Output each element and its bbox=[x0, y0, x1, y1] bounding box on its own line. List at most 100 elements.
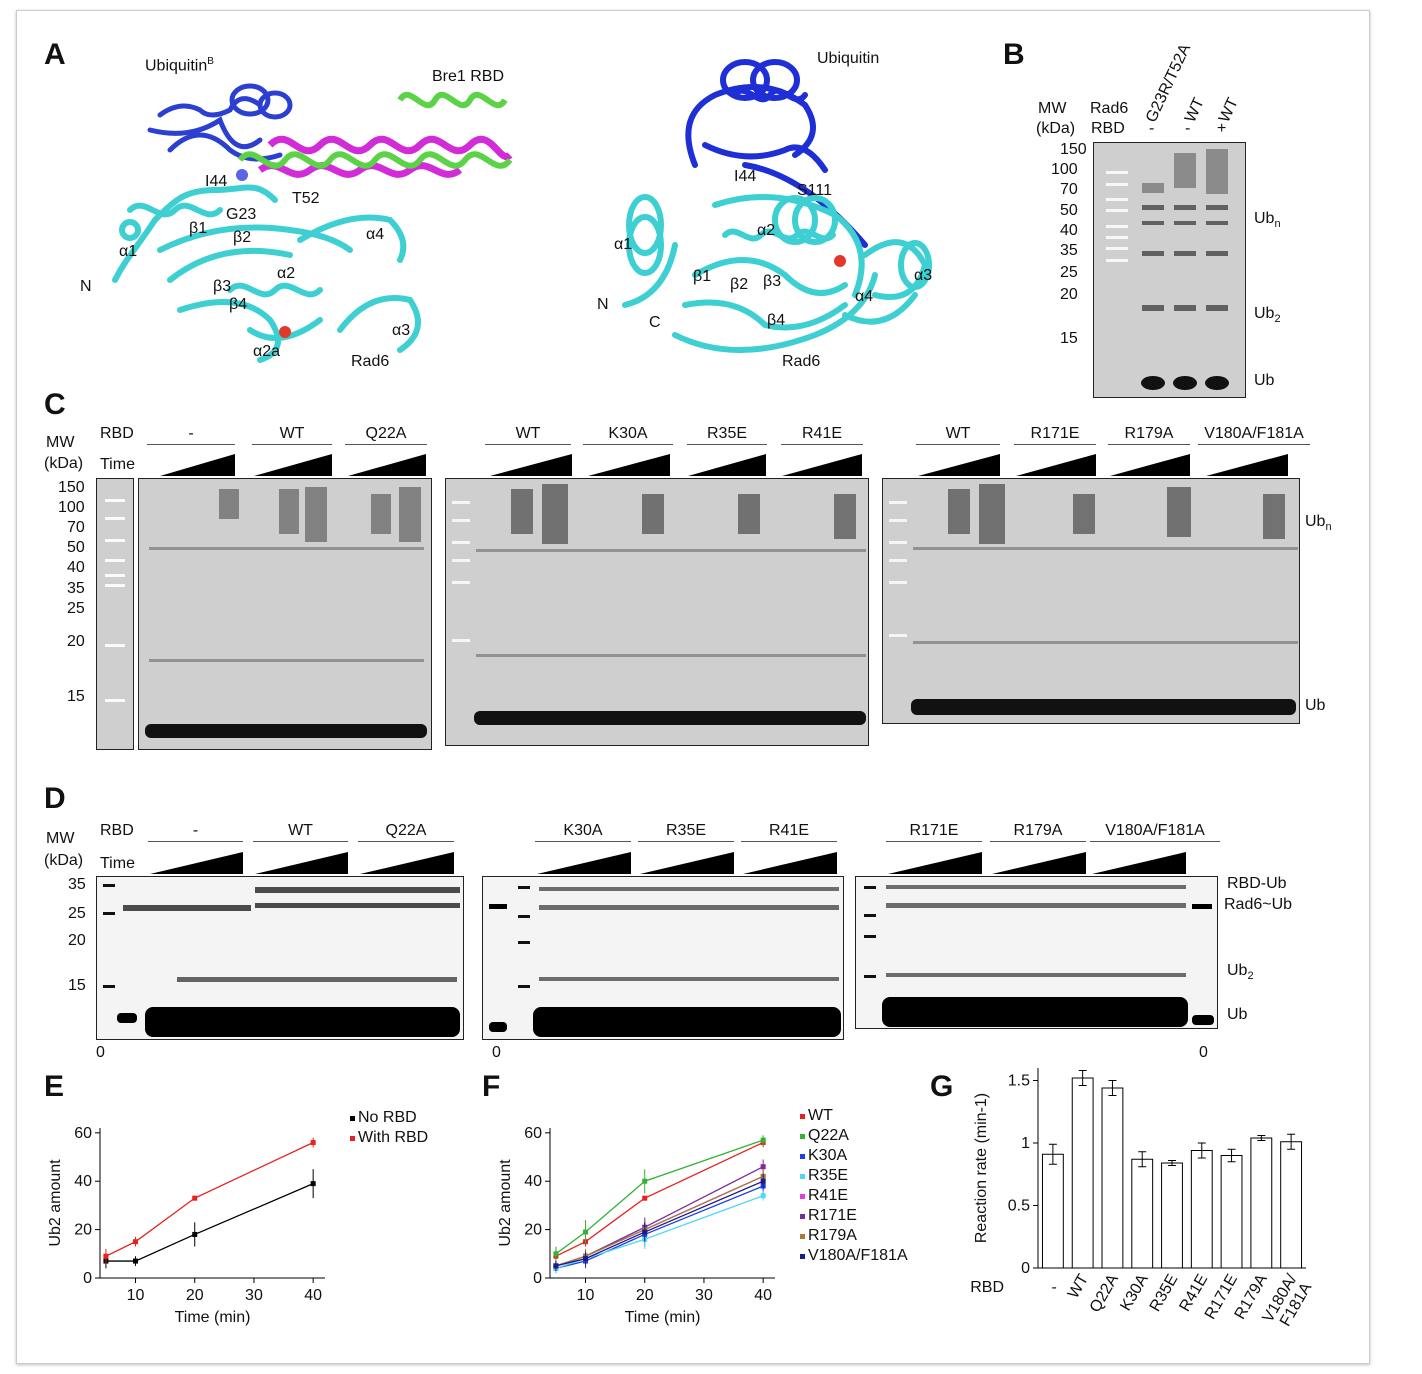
c-group2-r41e: R41E bbox=[781, 425, 863, 445]
bar bbox=[1131, 1158, 1154, 1269]
c-group2-r35e: R35E bbox=[687, 425, 767, 445]
ubiquitin-cartoon-right bbox=[685, 59, 868, 248]
c-gel-1 bbox=[138, 478, 432, 750]
category-label: Q22A bbox=[1087, 1271, 1122, 1315]
y-tick-label: 1.5 bbox=[1008, 1073, 1030, 1090]
legend-label: R179A bbox=[808, 1227, 857, 1244]
c-marker-gel bbox=[96, 478, 134, 750]
rad6-cartoon-right bbox=[622, 194, 932, 353]
b-lane3-rbd: + bbox=[1217, 120, 1227, 137]
legend-marker bbox=[800, 1114, 805, 1119]
a2-a1-label: α1 bbox=[614, 236, 633, 253]
bar bbox=[1161, 1162, 1183, 1269]
c-marker-15: 15 bbox=[67, 688, 85, 705]
b-rad6-label: Rad6 bbox=[1090, 100, 1129, 117]
c-ub-label: Ub bbox=[1305, 697, 1326, 714]
c-gel-3 bbox=[882, 478, 1300, 724]
a-a3-label: α3 bbox=[392, 322, 411, 339]
a2-a3-label: α3 bbox=[914, 267, 933, 284]
a-b1-label: β1 bbox=[189, 220, 208, 237]
y-tick-label: 40 bbox=[524, 1173, 542, 1190]
a-b2-label: β2 bbox=[233, 229, 252, 246]
active-site-marker-right bbox=[834, 255, 846, 267]
a2-a2-label: α2 bbox=[757, 222, 776, 239]
bar bbox=[1280, 1141, 1303, 1269]
d-gel-2 bbox=[482, 876, 844, 1040]
data-point bbox=[192, 1195, 198, 1201]
bre1-rbd-helix bbox=[237, 91, 513, 169]
d-group-r179a: R179A bbox=[990, 822, 1086, 842]
c-group3-r179a: R179A bbox=[1108, 425, 1190, 445]
panel-a-left-structure bbox=[112, 83, 513, 363]
c-group3-r171e: R171E bbox=[1014, 425, 1096, 445]
y-tick-label: 0 bbox=[1021, 1260, 1030, 1277]
d-marker-35: 35 bbox=[68, 876, 86, 893]
rad6-cartoon bbox=[112, 184, 421, 363]
a-ubiquitin-label: UbiquitinB bbox=[145, 56, 214, 75]
d-zero-2: 0 bbox=[492, 1044, 501, 1061]
d-group-wt: WT bbox=[253, 822, 348, 842]
data-point bbox=[760, 1178, 766, 1184]
d-ub2-label: Ub2 bbox=[1227, 962, 1254, 983]
d-marker-15: 15 bbox=[68, 977, 86, 994]
panel-label-f: F bbox=[482, 1070, 501, 1103]
a-a4-label: α4 bbox=[366, 226, 385, 243]
magenta-helix bbox=[257, 135, 513, 178]
legend-marker bbox=[350, 1116, 355, 1121]
legend-label: R171E bbox=[808, 1207, 857, 1224]
series-line bbox=[555, 1175, 764, 1267]
a2-b1-label: β1 bbox=[693, 268, 712, 285]
series-line bbox=[555, 1139, 764, 1255]
y-tick-label: 20 bbox=[74, 1222, 92, 1239]
series-line bbox=[555, 1141, 764, 1257]
c-group-q22a: Q22A bbox=[345, 425, 427, 445]
b-marker-50: 50 bbox=[1060, 202, 1078, 219]
b-rbd-label: RBD bbox=[1091, 120, 1125, 137]
series-line bbox=[105, 1141, 314, 1257]
chart-f: 0 20 40 60 10 20 30 40 Time (min) Ub2 amount WT Q22… bbox=[497, 1107, 908, 1326]
d-marker-25: 25 bbox=[68, 905, 86, 922]
data-point bbox=[583, 1229, 589, 1235]
category-label-line: R35E bbox=[1147, 1272, 1182, 1315]
data-point bbox=[642, 1195, 648, 1201]
y-tick-label: 60 bbox=[74, 1125, 92, 1142]
legend-marker bbox=[800, 1194, 805, 1199]
b-lane2-rbd: - bbox=[1185, 120, 1191, 137]
series-line bbox=[555, 1185, 764, 1269]
series-line bbox=[555, 1195, 764, 1269]
d-gel-3 bbox=[855, 876, 1218, 1029]
data-point bbox=[133, 1239, 139, 1245]
y-tick-label: 1 bbox=[1021, 1135, 1030, 1152]
a2-i44-label: I44 bbox=[734, 168, 757, 185]
c-rbd-label: RBD bbox=[100, 425, 134, 442]
legend-label: R35E bbox=[808, 1167, 848, 1184]
c-kda-label: (kDa) bbox=[44, 455, 84, 472]
x-tick-label: 30 bbox=[695, 1287, 713, 1304]
d-ub-label: Ub bbox=[1227, 1006, 1248, 1023]
panel-label-e: E bbox=[44, 1070, 65, 1103]
b-ubn-label: Ubn bbox=[1254, 210, 1281, 231]
a2-c-label: C bbox=[649, 314, 661, 331]
data-point bbox=[642, 1229, 648, 1235]
legend-marker bbox=[800, 1174, 805, 1179]
b-ub-label: Ub bbox=[1254, 372, 1275, 389]
panel-a-right-structure bbox=[622, 59, 932, 353]
c-group-wt: WT bbox=[252, 425, 332, 445]
a-a2a-label: α2a bbox=[253, 343, 281, 360]
d-rbd-label: RBD bbox=[100, 822, 134, 839]
d-gel-1 bbox=[96, 876, 464, 1040]
d-group-v180a: V180A/F181A bbox=[1090, 822, 1220, 842]
legend-marker bbox=[800, 1214, 805, 1219]
a-b3-label: β3 bbox=[213, 278, 232, 295]
category-label: - bbox=[1052, 1279, 1057, 1296]
c-mw-label: MW bbox=[46, 434, 75, 451]
legend-marker bbox=[800, 1254, 805, 1259]
x-tick-label: 30 bbox=[245, 1287, 263, 1304]
bar bbox=[1220, 1155, 1243, 1269]
d-zero-3: 0 bbox=[1199, 1044, 1208, 1061]
c-marker-35: 35 bbox=[67, 580, 85, 597]
legend-marker bbox=[800, 1234, 805, 1239]
data-point bbox=[553, 1263, 559, 1269]
x-axis-label: Time (min) bbox=[625, 1309, 701, 1326]
